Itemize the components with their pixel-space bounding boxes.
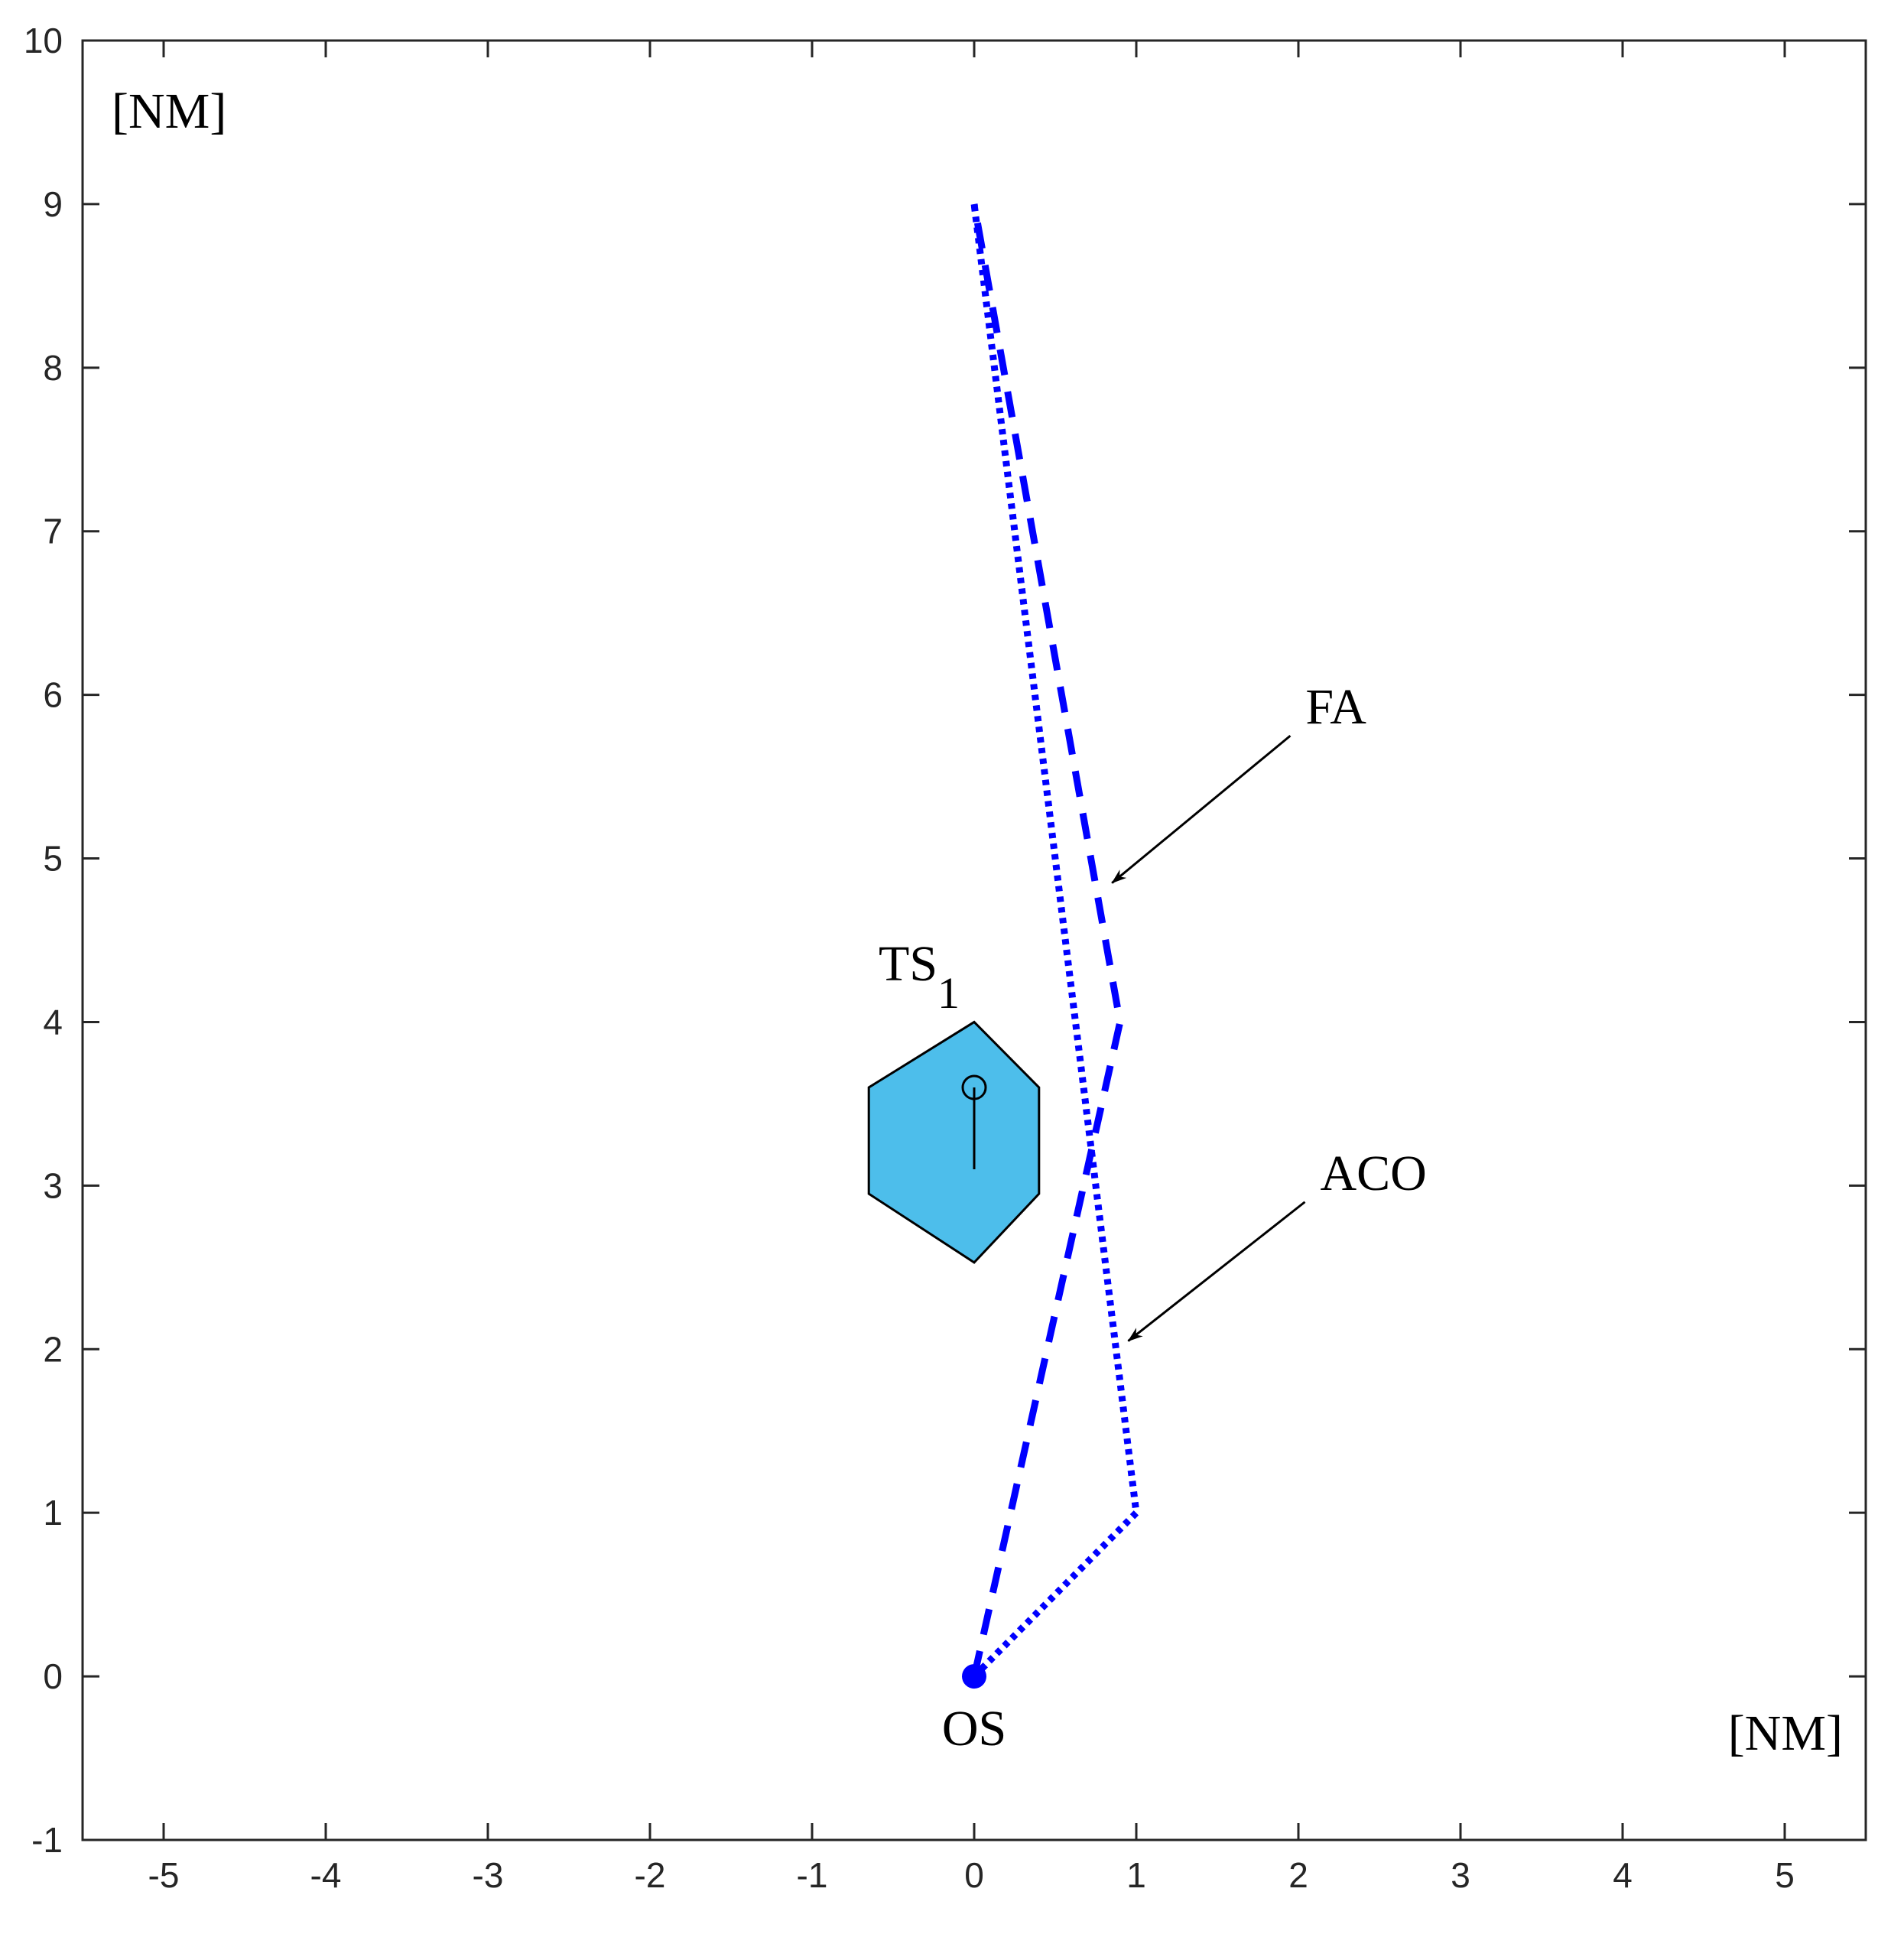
series-line-aco bbox=[970, 203, 1140, 1679]
y-tick-label: -1 bbox=[31, 1820, 63, 1860]
x-tick-label: -4 bbox=[310, 1855, 342, 1895]
series-layer bbox=[970, 203, 1140, 1679]
y-tick-label: 5 bbox=[43, 839, 63, 879]
x-tick-label: -1 bbox=[797, 1855, 828, 1895]
x-tick-label: 5 bbox=[1775, 1855, 1795, 1895]
y-tick-label: 1 bbox=[43, 1493, 63, 1533]
x-tick-label: 3 bbox=[1451, 1855, 1470, 1895]
target-ship-domain bbox=[867, 1020, 1041, 1264]
y-tick-label: 2 bbox=[43, 1329, 63, 1369]
y-axis-label: [NM] bbox=[112, 83, 226, 139]
y-tick-label: 3 bbox=[43, 1165, 63, 1205]
y-tick-label: 10 bbox=[24, 21, 63, 60]
y-tick-label: 6 bbox=[43, 675, 63, 715]
annotation-arrow-aco bbox=[1127, 1201, 1306, 1342]
own-ship-marker bbox=[962, 1664, 986, 1689]
annotation-arrow-fa bbox=[1111, 734, 1292, 884]
x-axis-label: [NM] bbox=[1728, 1705, 1843, 1761]
x-tick-label: -3 bbox=[473, 1855, 504, 1895]
y-tick-label: 0 bbox=[43, 1656, 63, 1696]
y-tick-label: 7 bbox=[43, 512, 63, 551]
x-tick-label: 4 bbox=[1613, 1855, 1633, 1895]
x-tick-label: 2 bbox=[1288, 1855, 1308, 1895]
x-tick-label: 1 bbox=[1126, 1855, 1146, 1895]
axes-layer: -5 -4 -3 -2 -1 0 1 2 3 4 5 -1 0 1 2 3 4 5 6 7 8 9 10 [NM] [NM] bbox=[24, 21, 1867, 1895]
y-tick-label: 9 bbox=[43, 184, 63, 224]
x-tick-label: -2 bbox=[635, 1855, 666, 1895]
series-line-fa bbox=[970, 203, 1124, 1678]
x-tick-label: -5 bbox=[148, 1855, 180, 1895]
y-tick-label: 8 bbox=[43, 348, 63, 388]
target-ship-marker bbox=[961, 1074, 987, 1100]
y-tick-label: 4 bbox=[43, 1002, 63, 1042]
plot-area bbox=[83, 41, 1866, 1840]
annotation-layer: FA ACO bbox=[1111, 679, 1427, 1342]
annotation-label-fa: FA bbox=[1305, 679, 1366, 735]
annotation-label-aco: ACO bbox=[1320, 1146, 1426, 1201]
x-tick-label: 0 bbox=[964, 1855, 984, 1895]
target-ship-label-subscript: 1 bbox=[937, 968, 960, 1018]
own-ship-label: OS bbox=[942, 1701, 1006, 1757]
